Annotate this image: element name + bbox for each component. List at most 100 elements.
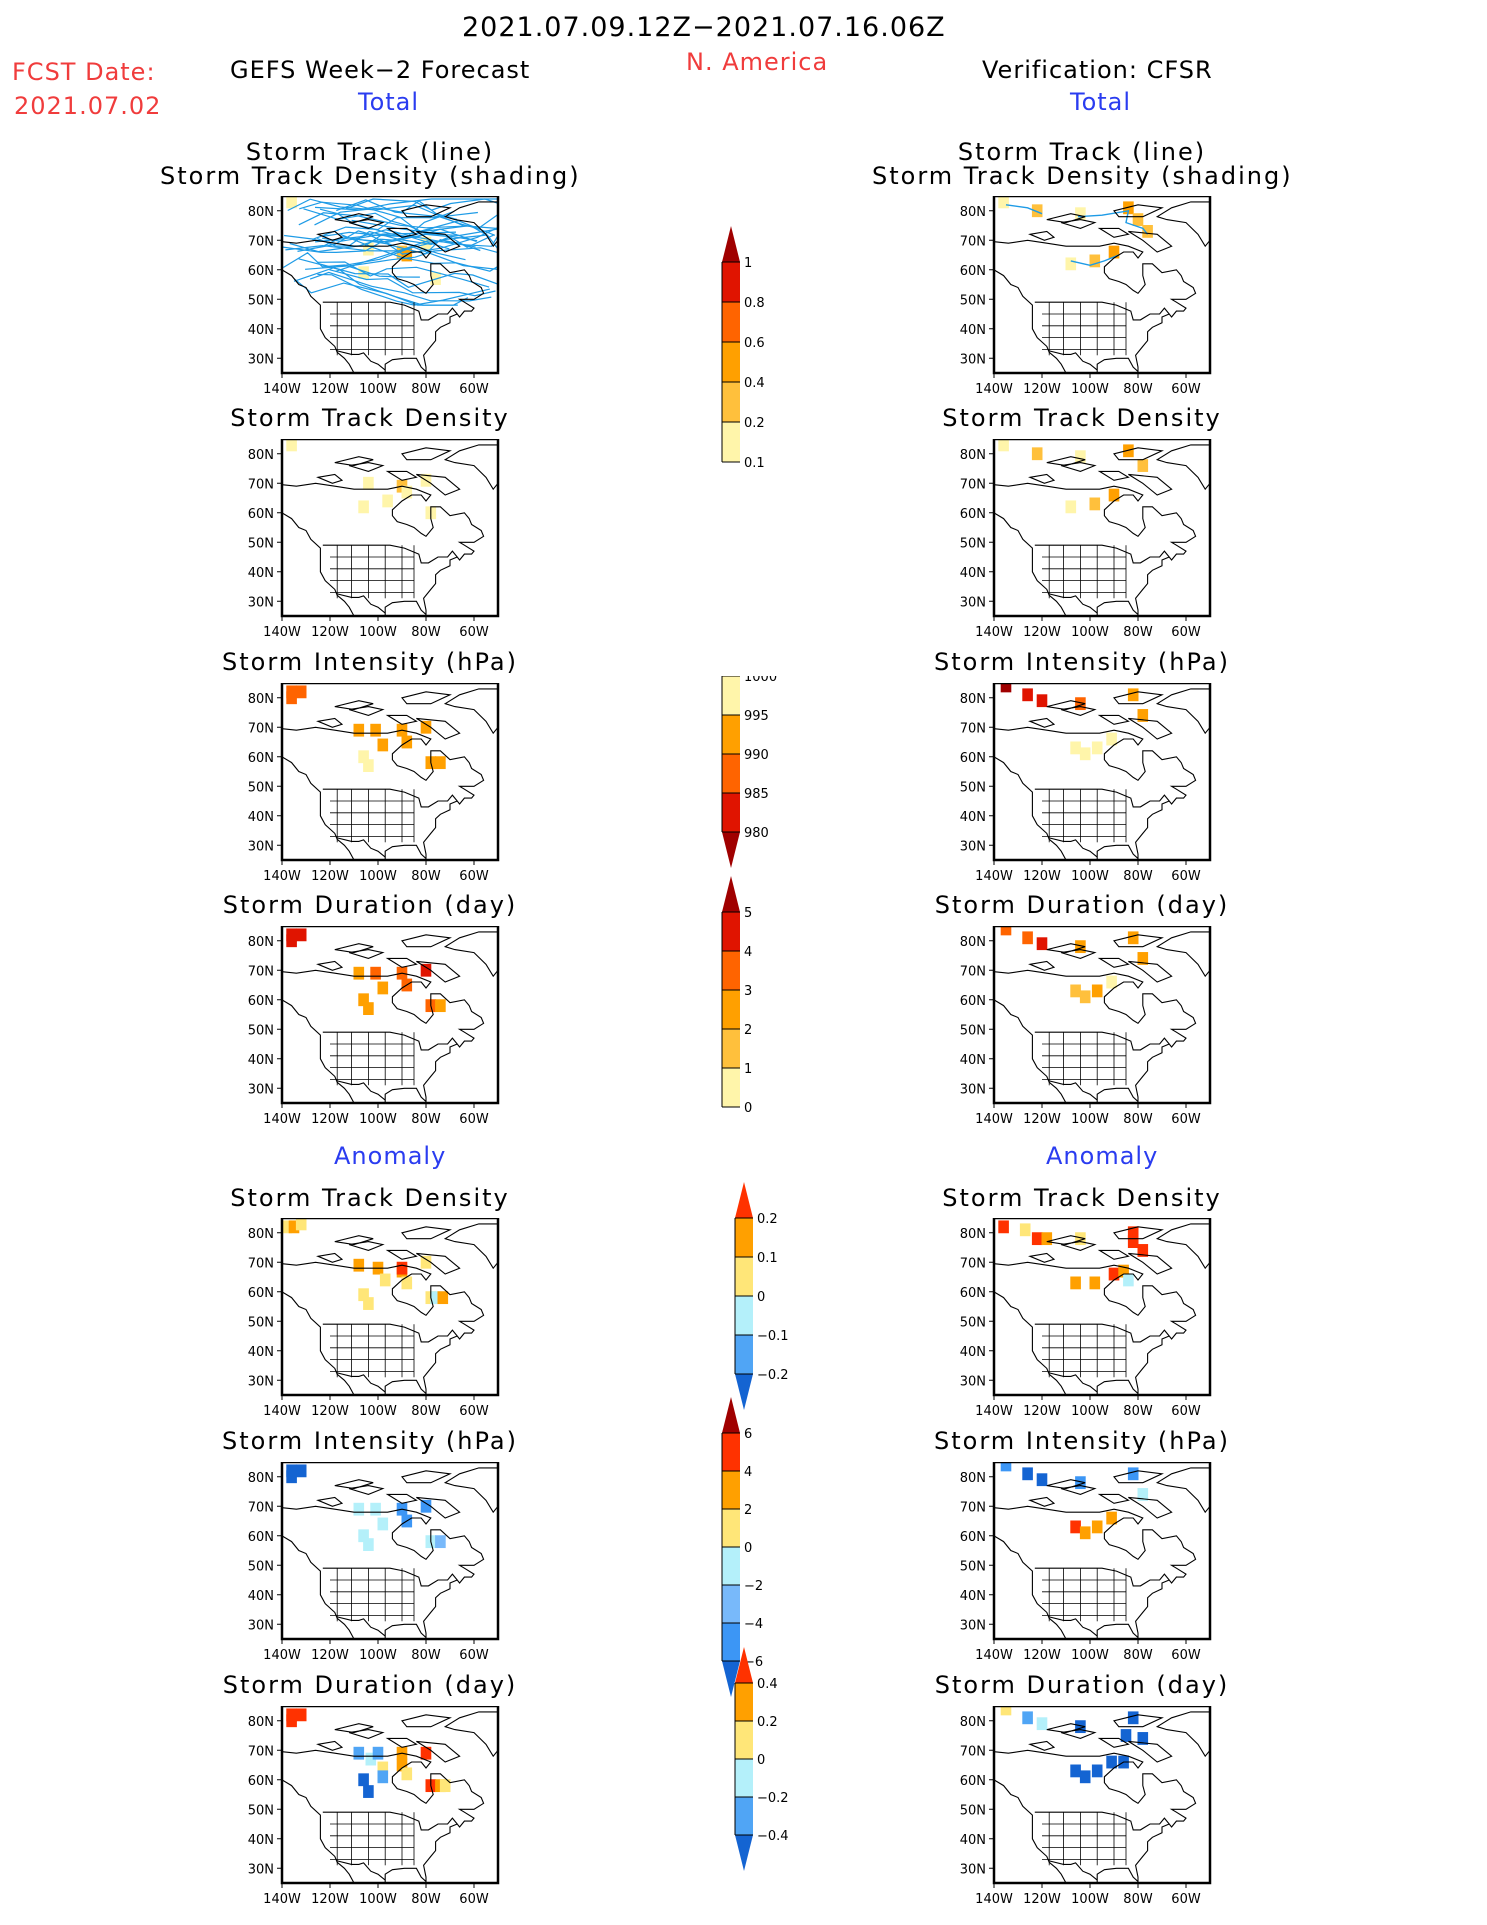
map-panel-l1: 80N 70N 60N 50N 40N 30N 140W 120W 100W 80W 60W <box>248 196 500 397</box>
shaded-grid-cell <box>1089 1276 1101 1290</box>
lat-tick-label: 60N <box>248 751 274 766</box>
coastline <box>994 931 1210 1103</box>
coastline <box>282 1223 498 1395</box>
shaded-grid-cell <box>1075 207 1086 221</box>
colorbar-segment <box>722 1623 740 1661</box>
lon-tick-label: 100W <box>1071 1404 1109 1419</box>
colorbar-label: 0.8 <box>744 296 765 311</box>
lat-tick-label: 80N <box>960 935 986 950</box>
colorbar-label: 1000 <box>744 676 777 685</box>
colorbar-segment <box>722 262 740 302</box>
shaded-grid-cell <box>295 1464 307 1478</box>
lat-tick-label: 30N <box>248 595 274 610</box>
shaded-grid-cell <box>1091 1520 1103 1534</box>
shaded-grid-cell <box>1031 447 1043 461</box>
lat-tick-label: 80N <box>960 205 986 220</box>
colorbar-label: 990 <box>744 748 769 763</box>
lat-tick-label: 80N <box>960 1471 986 1486</box>
lon-tick-label: 60W <box>459 1404 489 1419</box>
shaded-grid-cell <box>377 1770 389 1784</box>
lat-tick-label: 60N <box>960 1530 986 1545</box>
lon-tick-label: 140W <box>263 625 301 640</box>
lat-tick-label: 50N <box>248 1315 274 1330</box>
shaded-grid-cell <box>1137 1488 1149 1501</box>
colorbar-triangle-bottom <box>735 1374 753 1410</box>
lon-tick-label: 100W <box>359 1112 397 1127</box>
colorbar-segment <box>735 1296 753 1335</box>
shaded-grid-cell <box>1041 1232 1053 1246</box>
shaded-grid-cell <box>353 1502 365 1516</box>
colorbar-label: −4 <box>744 1617 763 1632</box>
shaded-grid-cell <box>1075 1720 1086 1734</box>
colorbar-density-total: 1 0.8 0.6 0.4 0.2 0.1 <box>721 226 765 471</box>
storm-track-line <box>305 247 498 270</box>
colorbar-label: −0.2 <box>757 1791 789 1806</box>
map-panel-l2: 80N 70N 60N 50N 40N 30N 140W 120W 100W 80W 60W <box>248 439 500 640</box>
shaded-grid-cell <box>1118 1264 1129 1278</box>
lon-tick-label: 80W <box>411 1648 441 1663</box>
colorbar-label: 1 <box>744 1062 752 1077</box>
lat-tick-label: 30N <box>248 1374 274 1389</box>
lat-tick-label: 70N <box>248 1744 274 1759</box>
lon-tick-label: 140W <box>263 1112 301 1127</box>
shaded-grid-cell <box>1089 497 1101 511</box>
colorbar-label: 1 <box>744 256 752 271</box>
lat-tick-label: 30N <box>248 839 274 854</box>
map-panel-r4: 80N 70N 60N 50N 40N 30N 140W 120W 100W 80W 60W <box>960 926 1212 1127</box>
colorbar-segment <box>722 342 740 382</box>
storm-track-line <box>1005 204 1043 215</box>
lat-tick-label: 60N <box>248 994 274 1009</box>
lat-tick-label: 50N <box>960 780 986 795</box>
shaded-grid-cell <box>1137 1244 1149 1257</box>
lat-tick-label: 40N <box>248 1589 274 1604</box>
colorbar-segment <box>722 1585 740 1623</box>
lat-tick-label: 50N <box>960 1023 986 1038</box>
coastline <box>282 1467 498 1639</box>
coastline <box>282 688 498 860</box>
lon-tick-label: 140W <box>263 1892 301 1907</box>
lon-tick-label: 120W <box>311 382 349 397</box>
shaded-grid-cell <box>295 685 307 699</box>
lat-tick-label: 70N <box>248 721 274 736</box>
storm-track-line <box>316 261 490 288</box>
lon-tick-label: 100W <box>1071 1112 1109 1127</box>
lat-tick-label: 80N <box>248 448 274 463</box>
storm-track-line <box>284 211 478 240</box>
storm-track-line <box>1070 254 1120 267</box>
shaded-grid-cell <box>377 1761 389 1775</box>
shaded-grid-cell <box>358 1288 369 1302</box>
shaded-grid-cell <box>1065 257 1077 271</box>
shaded-grid-cell <box>1065 500 1077 514</box>
panel-title: Storm Track Density (shading) <box>872 162 1293 190</box>
lat-tick-label: 60N <box>248 1286 274 1301</box>
colorbar-label: 4 <box>744 945 752 960</box>
shaded-grid-cell <box>1123 201 1134 215</box>
coastline <box>994 1711 1210 1883</box>
lat-tick-label: 70N <box>960 234 986 249</box>
colorbar-label: 0 <box>757 1753 765 1768</box>
lon-tick-label: 100W <box>359 1648 397 1663</box>
lat-tick-label: 80N <box>248 692 274 707</box>
lat-tick-label: 30N <box>248 1862 274 1877</box>
colorbar-segment <box>735 1759 753 1797</box>
shaded-grid-cell <box>1127 1711 1139 1725</box>
storm-track-line <box>282 235 450 254</box>
lat-tick-label: 30N <box>960 352 986 367</box>
storm-track-line <box>323 231 476 255</box>
lat-tick-label: 50N <box>960 1315 986 1330</box>
storm-track-line <box>329 269 496 297</box>
shaded-grid-cell <box>1070 1276 1081 1290</box>
colorbar-label: 0 <box>757 1290 765 1305</box>
lat-tick-label: 80N <box>960 1227 986 1242</box>
panel-title: Storm Intensity (hPa) <box>222 648 518 676</box>
shaded-grid-cell <box>1070 1764 1081 1778</box>
colorbar-label: 0.2 <box>744 416 765 431</box>
colorbar-segment <box>735 1797 753 1835</box>
shaded-grid-cell <box>1075 697 1086 711</box>
colorbar-label: 2 <box>744 1023 752 1038</box>
coastline <box>282 931 498 1103</box>
map-frame <box>280 1706 500 1885</box>
colorbar-triangle-bottom <box>722 1661 740 1697</box>
lat-tick-label: 40N <box>960 1833 986 1848</box>
lat-tick-label: 70N <box>960 1500 986 1515</box>
